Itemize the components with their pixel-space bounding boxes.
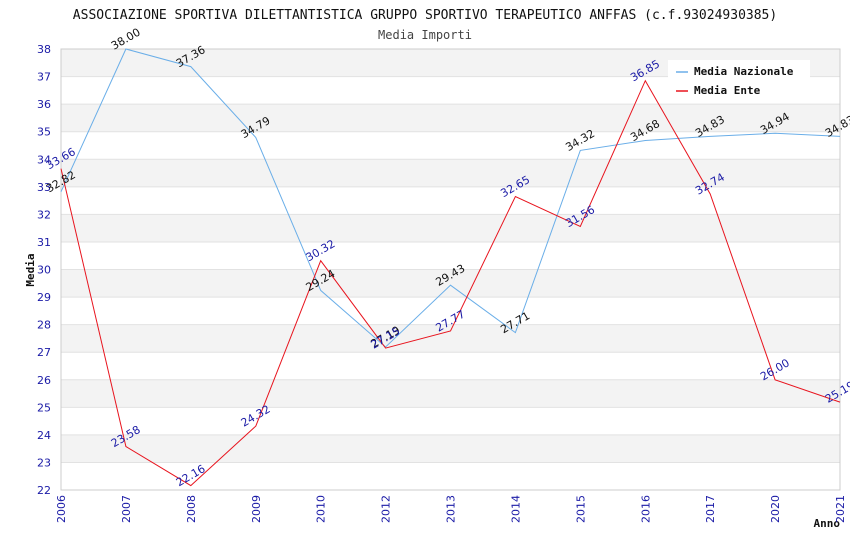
- y-tick-label: 29: [37, 291, 51, 304]
- x-tick-label: 2016: [639, 495, 652, 523]
- chart-title: ASSOCIAZIONE SPORTIVA DILETTANTISTICA GR…: [73, 8, 777, 23]
- y-tick-label: 33: [37, 181, 51, 194]
- plot-border: [60, 48, 841, 491]
- x-tick-label: 2009: [250, 495, 263, 523]
- grid-band: [61, 214, 840, 242]
- y-tick-label: 28: [37, 319, 51, 332]
- legend-label-media-ente: Media Ente: [694, 84, 761, 97]
- legend-box: [668, 60, 810, 100]
- grid-band: [61, 159, 840, 187]
- series-lines: [60, 48, 841, 487]
- x-tick-label: 2020: [769, 495, 782, 523]
- y-tick-label: 37: [37, 71, 51, 84]
- y-tick-label: 23: [37, 456, 51, 469]
- x-tick-label: 2006: [55, 495, 68, 523]
- y-tick-label: 27: [37, 346, 51, 359]
- x-tick-label: 2007: [120, 495, 133, 523]
- x-tick-label: 2013: [445, 495, 458, 523]
- legend-label-media-nazionale: Media Nazionale: [694, 65, 794, 78]
- chart-subtitle: Media Importi: [378, 28, 472, 42]
- x-tick-label: 2008: [185, 495, 198, 523]
- x-tick-label: 2015: [574, 495, 587, 523]
- y-tick-label: 26: [37, 374, 51, 387]
- grid-band: [61, 379, 840, 408]
- y-tick-label: 30: [37, 264, 51, 277]
- y-tick-label: 25: [37, 401, 51, 414]
- x-axis-ticks: 2006 2007 2008 2009 2010 2012 2013 2014 2015 2016…: [55, 495, 847, 523]
- x-tick-label: 2012: [380, 495, 393, 523]
- y-tick-label: 24: [37, 429, 51, 442]
- x-axis-label: Anno: [814, 517, 841, 530]
- y-tick-label: 22: [37, 484, 51, 497]
- grid-band: [61, 324, 840, 353]
- series-line-media-ente: [60, 79, 841, 487]
- y-tick-label: 36: [37, 98, 51, 111]
- grid-band: [61, 104, 840, 132]
- y-tick-label: 38: [37, 43, 51, 56]
- x-tick-label: 2017: [704, 495, 717, 523]
- y-tick-label: 35: [37, 126, 51, 139]
- x-tick-label: 2014: [509, 495, 522, 523]
- grid-band: [61, 269, 840, 298]
- grid-bands: [61, 49, 840, 463]
- y-axis-ticks: 22 23 24 25 26 27 28 29 30 31 32 33 34 35 36 37 38: [37, 43, 51, 497]
- y-tick-label: 31: [37, 236, 51, 249]
- grid-band: [61, 434, 840, 463]
- y-axis-label: Media: [24, 253, 37, 286]
- legend: Media Nazionale Media Ente: [668, 60, 810, 100]
- y-tick-label: 32: [37, 208, 51, 221]
- series-line-media-nazionale: [60, 48, 841, 348]
- x-tick-label: 2010: [315, 495, 328, 523]
- y-tick-label: 34: [37, 153, 51, 166]
- x-tick-label: 2021: [834, 495, 847, 523]
